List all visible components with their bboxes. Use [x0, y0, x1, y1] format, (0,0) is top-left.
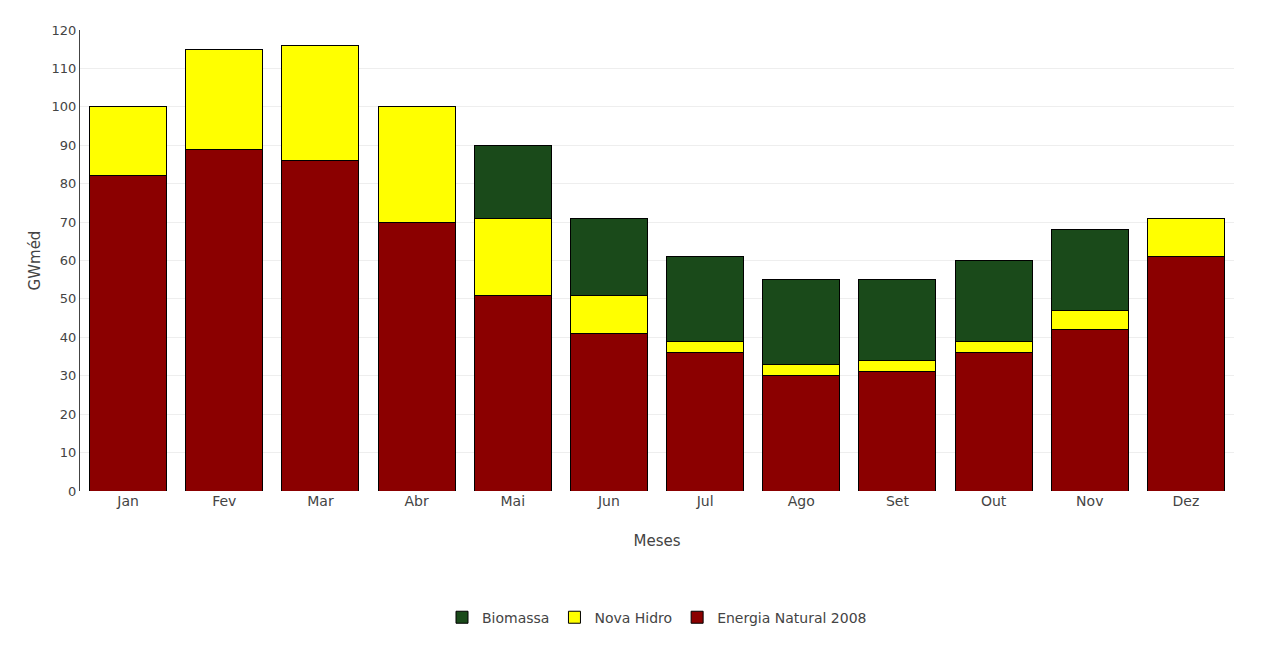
svg-text:Fev: Fev — [212, 493, 236, 509]
svg-text:Abr: Abr — [404, 493, 428, 509]
svg-text:Ago: Ago — [788, 493, 815, 509]
svg-text:90: 90 — [60, 138, 77, 153]
svg-text:Jul: Jul — [696, 493, 714, 509]
svg-text:110: 110 — [52, 61, 77, 76]
svg-text:40: 40 — [60, 330, 77, 345]
svg-text:Nova Hidro: Nova Hidro — [594, 610, 672, 626]
svg-text:Mai: Mai — [500, 493, 525, 509]
svg-text:0: 0 — [68, 484, 76, 499]
svg-text:Jan: Jan — [116, 493, 139, 509]
svg-text:100: 100 — [52, 99, 77, 114]
svg-text:Out: Out — [981, 493, 1007, 509]
svg-text:80: 80 — [60, 176, 77, 191]
svg-text:Set: Set — [886, 493, 910, 509]
svg-text:50: 50 — [60, 291, 77, 306]
svg-text:30: 30 — [60, 368, 77, 383]
svg-text:Mar: Mar — [307, 493, 334, 509]
svg-text:Meses: Meses — [633, 532, 680, 550]
svg-text:120: 120 — [52, 23, 77, 38]
svg-text:60: 60 — [60, 253, 77, 268]
svg-text:Biomassa: Biomassa — [482, 610, 549, 626]
svg-text:GWméd: GWméd — [26, 231, 44, 291]
svg-text:70: 70 — [60, 215, 77, 230]
svg-text:20: 20 — [60, 407, 77, 422]
svg-text:Jun: Jun — [597, 493, 620, 509]
svg-text:Nov: Nov — [1076, 493, 1103, 509]
svg-text:10: 10 — [60, 445, 77, 460]
svg-text:Energia Natural 2008: Energia Natural 2008 — [717, 610, 866, 626]
svg-text:Dez: Dez — [1173, 493, 1200, 509]
